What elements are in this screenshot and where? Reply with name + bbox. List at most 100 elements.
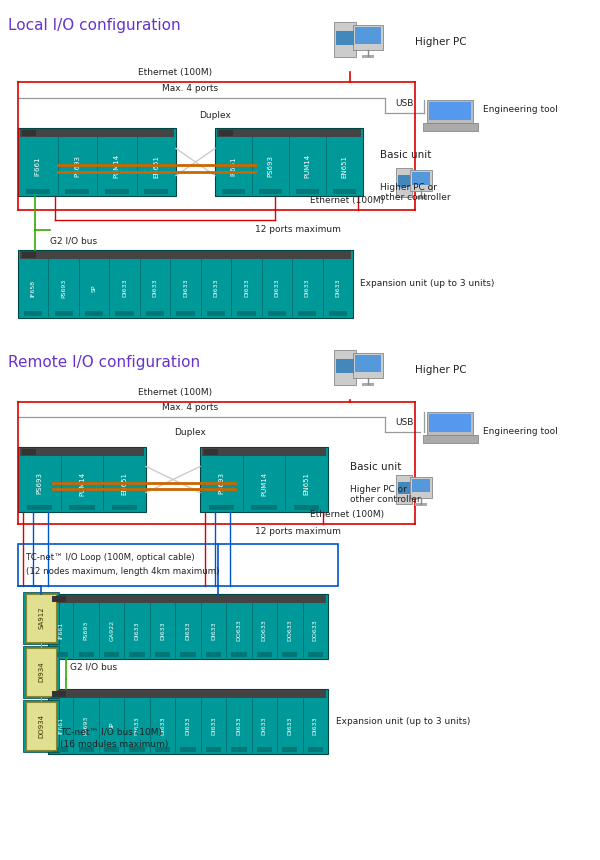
Text: Higher PC or: Higher PC or (380, 183, 437, 193)
Bar (65, 189, 89, 194)
Text: IF658: IF658 (31, 280, 36, 297)
Bar (155, 747, 170, 752)
Bar (23, 646, 59, 698)
Bar (296, 189, 319, 194)
Bar (53, 652, 68, 657)
Text: GA922: GA922 (109, 620, 114, 641)
Bar (26, 189, 50, 194)
Text: Max. 4 ports: Max. 4 ports (162, 84, 218, 93)
Text: DI633: DI633 (185, 716, 190, 734)
Bar (104, 652, 119, 657)
Bar (181, 652, 196, 657)
Text: DI633: DI633 (211, 716, 216, 734)
Bar (223, 189, 245, 194)
Bar (50, 595, 326, 603)
Text: USB: USB (395, 418, 413, 427)
Text: Ethernet (100M): Ethernet (100M) (310, 196, 384, 205)
Text: DO633: DO633 (262, 619, 267, 642)
Bar (308, 652, 323, 657)
Bar (415, 503, 427, 506)
Bar (410, 477, 432, 498)
Bar (145, 189, 168, 194)
Bar (206, 652, 221, 657)
Text: DO934: DO934 (38, 714, 44, 738)
Text: USB: USB (395, 99, 413, 108)
Bar (104, 747, 119, 752)
Bar (20, 129, 174, 137)
Bar (52, 596, 66, 602)
Text: PS693: PS693 (83, 716, 89, 735)
Text: PS693: PS693 (61, 279, 66, 298)
Text: DI633: DI633 (211, 621, 216, 640)
Bar (50, 690, 326, 698)
Bar (335, 359, 353, 372)
Text: Expansion unit (up to 3 units): Expansion unit (up to 3 units) (360, 280, 494, 288)
Text: PS693: PS693 (268, 155, 274, 177)
Text: G2 I/O bus: G2 I/O bus (50, 237, 97, 246)
Text: Ethernet (100M): Ethernet (100M) (310, 510, 384, 519)
Text: Engineering tool: Engineering tool (483, 427, 558, 437)
Bar (53, 747, 68, 752)
Text: SP: SP (109, 722, 114, 729)
Text: Remote I/O configuration: Remote I/O configuration (8, 355, 200, 370)
Text: SP: SP (92, 285, 97, 292)
Bar (282, 747, 298, 752)
Bar (259, 189, 281, 194)
Text: other controller: other controller (350, 494, 421, 503)
Bar (26, 594, 56, 642)
Text: IF661: IF661 (58, 622, 63, 639)
Text: PUM14: PUM14 (79, 471, 85, 495)
Bar (215, 128, 363, 196)
Text: DI633: DI633 (244, 279, 249, 298)
Text: 12 ports maximum: 12 ports maximum (255, 527, 341, 536)
Bar (398, 175, 410, 187)
Bar (26, 702, 56, 750)
Text: PS693: PS693 (83, 621, 89, 640)
Bar (412, 172, 430, 185)
Text: DI633: DI633 (134, 716, 140, 734)
Bar (353, 24, 383, 50)
Bar (26, 505, 52, 510)
Text: Duplex: Duplex (199, 111, 231, 120)
Bar (112, 505, 137, 510)
Text: PUM14: PUM14 (114, 154, 120, 178)
Text: PUM14: PUM14 (261, 471, 267, 495)
Bar (398, 482, 410, 494)
Bar (24, 311, 43, 316)
Bar (298, 311, 316, 316)
Text: Higher PC: Higher PC (415, 365, 467, 375)
Bar (26, 648, 56, 696)
Text: DI633: DI633 (214, 279, 218, 298)
Text: EN651: EN651 (304, 472, 310, 495)
Bar (422, 435, 478, 443)
Text: DI633: DI633 (122, 279, 127, 298)
Bar (217, 129, 361, 137)
Text: DO633: DO633 (287, 619, 292, 642)
Text: Basic unit: Basic unit (380, 150, 431, 160)
Text: DI934: DI934 (38, 661, 44, 682)
Bar (18, 447, 146, 512)
Bar (146, 311, 164, 316)
Bar (257, 652, 272, 657)
Bar (268, 311, 286, 316)
Text: EN651: EN651 (341, 155, 347, 177)
Bar (85, 311, 103, 316)
Text: Higher PC or: Higher PC or (350, 484, 407, 494)
Bar (428, 102, 472, 120)
Text: PS693: PS693 (37, 472, 43, 494)
Text: EN651: EN651 (122, 472, 128, 495)
Bar (20, 251, 351, 259)
Bar (422, 123, 478, 132)
Bar (231, 747, 247, 752)
Text: DI633: DI633 (305, 279, 310, 298)
Text: SA912: SA912 (38, 606, 44, 630)
Bar (362, 383, 374, 385)
Text: PUM14: PUM14 (305, 154, 311, 178)
Text: IF661: IF661 (58, 717, 63, 734)
Bar (362, 54, 374, 58)
Bar (206, 747, 221, 752)
Bar (329, 311, 347, 316)
Bar (200, 447, 328, 512)
Bar (209, 505, 234, 510)
Bar (22, 252, 36, 258)
